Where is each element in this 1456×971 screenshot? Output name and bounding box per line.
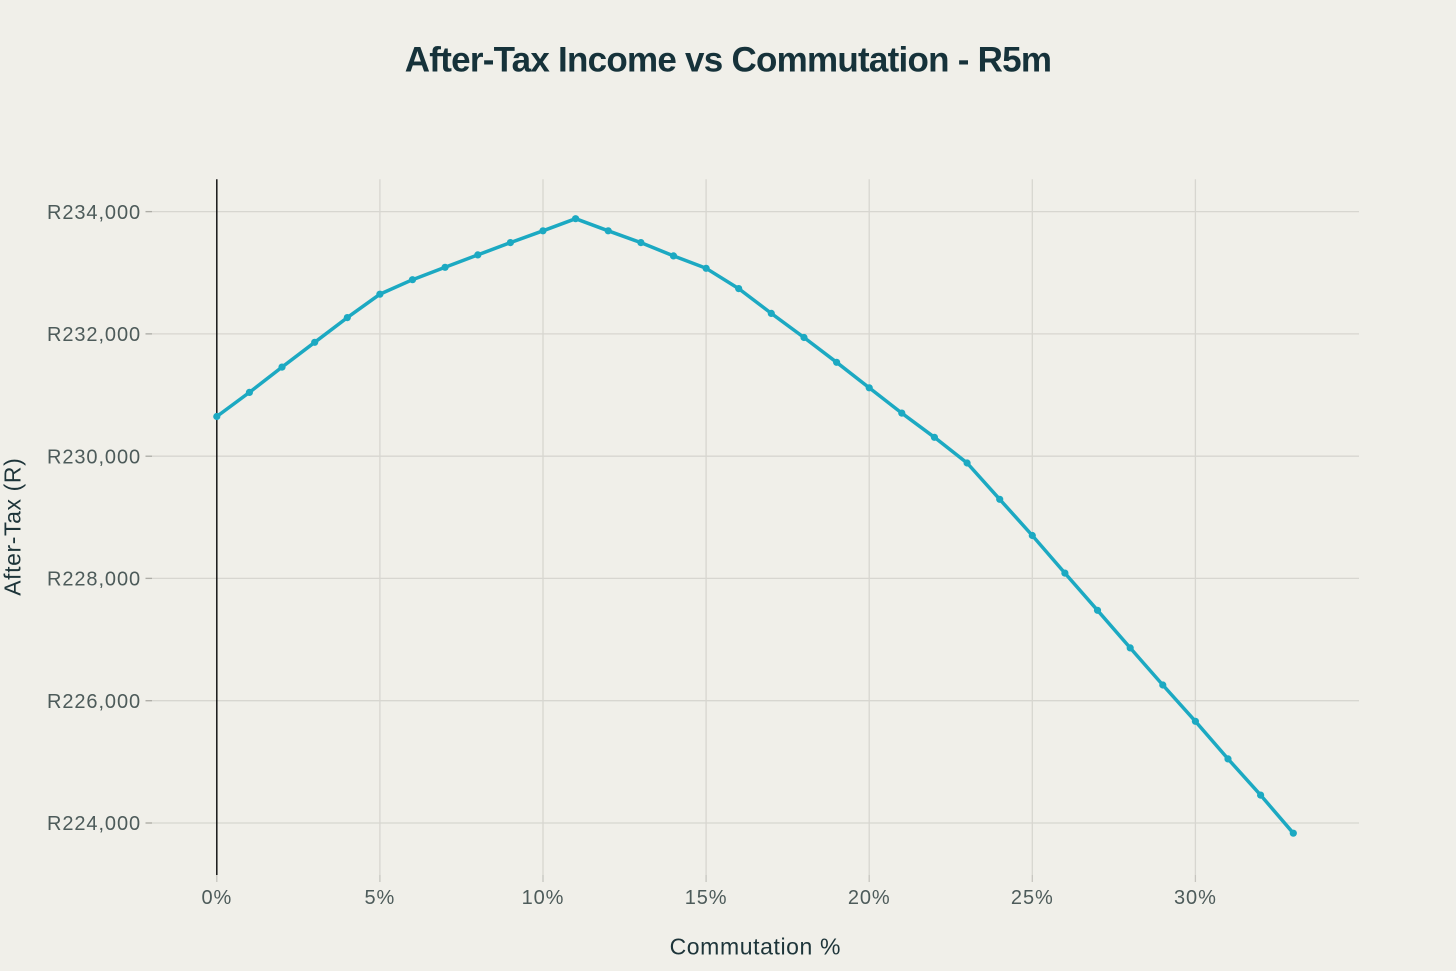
svg-text:0%: 0% [201,887,232,909]
svg-text:After-Tax Income vs Commutatio: After-Tax Income vs Commutation - R5m [405,41,1051,80]
svg-text:30%: 30% [1174,887,1217,909]
svg-text:R228,000: R228,000 [47,569,141,591]
svg-text:Commutation %: Commutation % [670,934,841,960]
svg-text:R232,000: R232,000 [47,324,141,346]
svg-text:5%: 5% [365,887,396,909]
svg-text:R230,000: R230,000 [47,446,141,468]
svg-text:10%: 10% [522,887,565,909]
svg-text:R234,000: R234,000 [47,202,141,224]
svg-text:25%: 25% [1011,887,1054,909]
svg-text:15%: 15% [685,887,728,909]
svg-text:20%: 20% [848,887,891,909]
svg-text:R226,000: R226,000 [47,691,141,713]
svg-text:After-Tax (R): After-Tax (R) [0,458,26,596]
svg-text:R224,000: R224,000 [47,813,141,835]
